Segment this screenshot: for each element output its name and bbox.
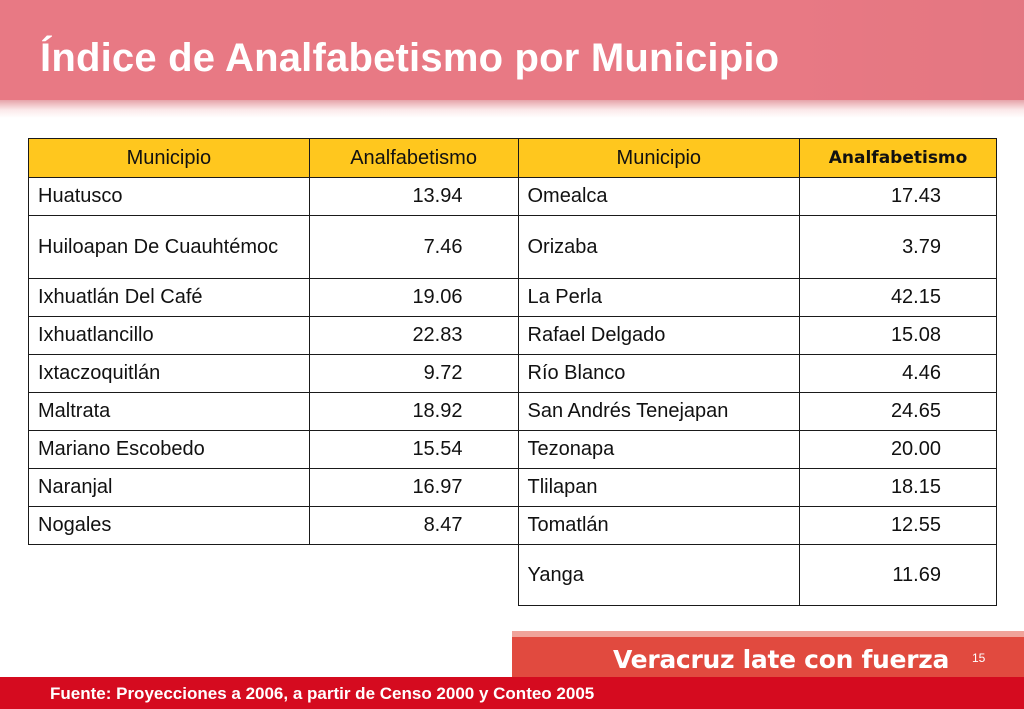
empty-cell — [309, 545, 518, 606]
municipio-cell: Ixtaczoquitlán — [28, 354, 310, 393]
municipio-cell: Huiloapan De Cuauhtémoc — [28, 215, 310, 279]
value-cell: 3.79 — [799, 215, 997, 279]
slide-header — [0, 0, 1024, 100]
header-analfabetismo-right: Analfabetismo — [799, 138, 997, 178]
brand-slogan: Veracruz late con fuerza — [613, 645, 950, 674]
municipio-cell: La Perla — [517, 278, 801, 317]
value-cell: 15.08 — [799, 316, 997, 355]
source-bar — [0, 677, 1024, 709]
value-cell: 4.46 — [799, 354, 997, 393]
municipio-cell: Río Blanco — [517, 354, 801, 393]
municipio-cell: Omealca — [517, 177, 801, 216]
municipio-cell: Naranjal — [28, 468, 310, 507]
table-row: Ixtaczoquitlán 9.72 Río Blanco 4.46 — [28, 354, 997, 393]
value-cell: 16.97 — [308, 468, 519, 507]
table-row: Maltrata 18.92 San Andrés Tenejapan 24.6… — [28, 392, 997, 431]
header-municipio-left: Municipio — [28, 138, 310, 178]
municipio-cell: Tomatlán — [517, 506, 801, 545]
value-cell: 22.83 — [308, 316, 519, 355]
municipio-cell: Ixhuatlancillo — [28, 316, 310, 355]
table-row: Ixhuatlancillo 22.83 Rafael Delgado 15.0… — [28, 316, 997, 355]
table-row: Yanga 11.69 — [29, 544, 997, 606]
header-analfabetismo-left: Analfabetismo — [308, 138, 519, 178]
value-cell: 18.92 — [308, 392, 519, 431]
header-vertical-line — [0, 0, 1024, 100]
municipio-cell: Nogales — [28, 506, 310, 545]
value-cell: 13.94 — [308, 177, 519, 216]
brand-bar-stripe — [512, 631, 1024, 637]
value-cell: 8.47 — [308, 506, 519, 545]
table-row: Huiloapan De Cuauhtémoc 7.46 Orizaba 3.7… — [28, 215, 997, 279]
value-cell: 19.06 — [308, 278, 519, 317]
header-divider — [0, 100, 1024, 118]
brand-bar — [512, 631, 1024, 677]
table-row: Mariano Escobedo 15.54 Tezonapa 20.00 — [28, 430, 997, 469]
value-cell: 42.15 — [799, 278, 997, 317]
value-cell: 7.46 — [308, 215, 519, 279]
empty-cell — [29, 545, 310, 606]
municipio-cell: Maltrata — [28, 392, 310, 431]
value-cell: 15.54 — [308, 430, 519, 469]
value-cell: 20.00 — [799, 430, 997, 469]
table-row: Nogales 8.47 Tomatlán 12.55 — [28, 506, 997, 545]
header-shade — [794, 0, 1024, 100]
municipio-cell: Mariano Escobedo — [28, 430, 310, 469]
value-cell: 18.15 — [799, 468, 997, 507]
municipio-cell: Orizaba — [517, 215, 801, 279]
municipio-cell: Tezonapa — [517, 430, 801, 469]
municipio-cell: Rafael Delgado — [517, 316, 801, 355]
slide-title: Índice de Analfabetismo por Municipio — [40, 36, 780, 80]
municipio-cell: Huatusco — [28, 177, 310, 216]
value-cell: 24.65 — [799, 392, 997, 431]
table-row: Ixhuatlán Del Café 19.06 La Perla 42.15 — [28, 278, 997, 317]
value-cell: 9.72 — [308, 354, 519, 393]
municipio-cell: San Andrés Tenejapan — [517, 392, 801, 431]
municipio-cell: Yanga — [517, 544, 801, 606]
table-header-row: Municipio Analfabetismo Municipio Analfa… — [28, 138, 997, 178]
value-cell: 12.55 — [799, 506, 997, 545]
source-note: Fuente: Proyecciones a 2006, a partir de… — [50, 684, 595, 703]
header-municipio-right: Municipio — [517, 138, 801, 178]
municipio-cell: Tlilapan — [517, 468, 801, 507]
literacy-table: Municipio Analfabetismo Municipio Analfa… — [28, 138, 997, 606]
value-cell: 17.43 — [799, 177, 997, 216]
page-number: 15 — [972, 651, 986, 665]
table-row: Naranjal 16.97 Tlilapan 18.15 — [28, 468, 997, 507]
municipio-cell: Ixhuatlán Del Café — [28, 278, 310, 317]
value-cell: 11.69 — [799, 544, 997, 606]
table-row: Huatusco 13.94 Omealca 17.43 — [28, 177, 997, 216]
